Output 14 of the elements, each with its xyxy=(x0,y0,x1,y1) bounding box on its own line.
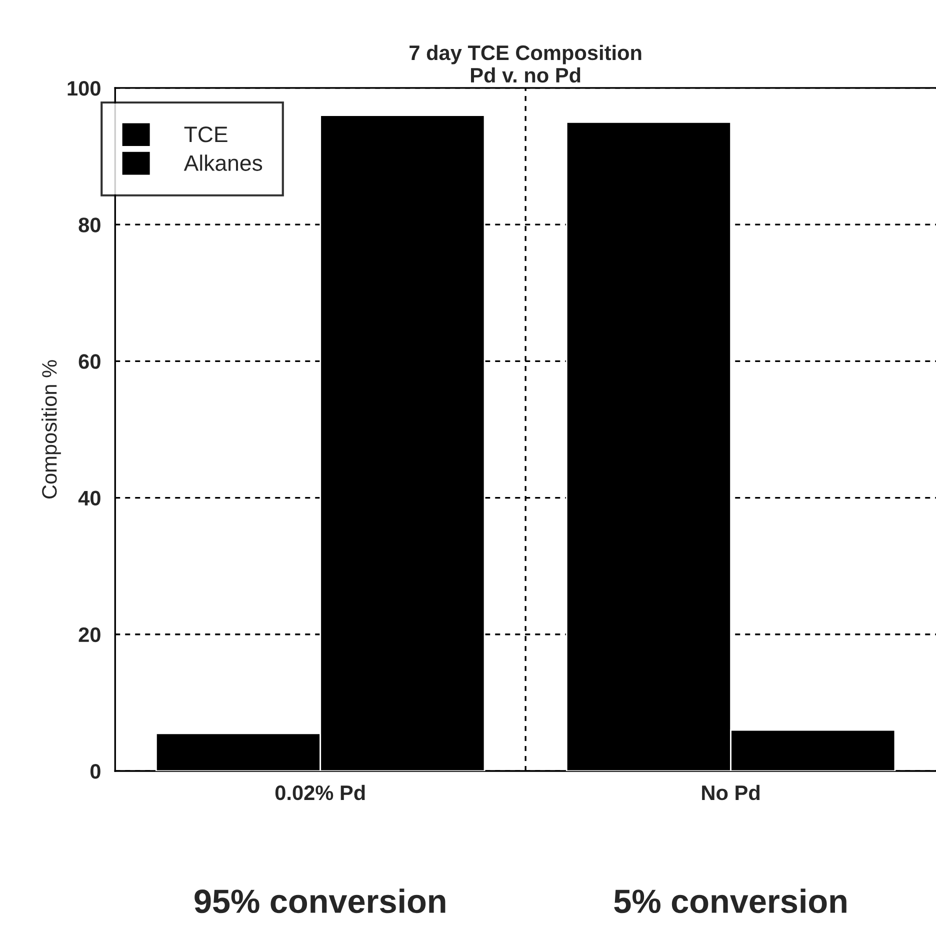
text: 95% conversion xyxy=(194,888,446,914)
y-tick-label: 20 xyxy=(78,627,100,642)
y-tick-label: 40 xyxy=(78,490,100,506)
x-tick-label: No Pd xyxy=(702,784,760,800)
text: 5% conversion xyxy=(614,888,846,914)
legend-label: TCE xyxy=(184,126,228,142)
chart-title: 7 day TCE Composition Pd v. no Pd xyxy=(410,44,642,83)
legend-label: Alkanes xyxy=(184,154,262,171)
y-tick-label: 60 xyxy=(78,354,100,369)
x-tick-label: 0.02% Pd xyxy=(275,784,365,800)
y-tick-label: 100 xyxy=(68,80,100,96)
y-tick-label: 80 xyxy=(78,218,100,232)
y-tick-label: 0 xyxy=(90,764,100,779)
y-axis-title: Composition % xyxy=(42,360,61,498)
